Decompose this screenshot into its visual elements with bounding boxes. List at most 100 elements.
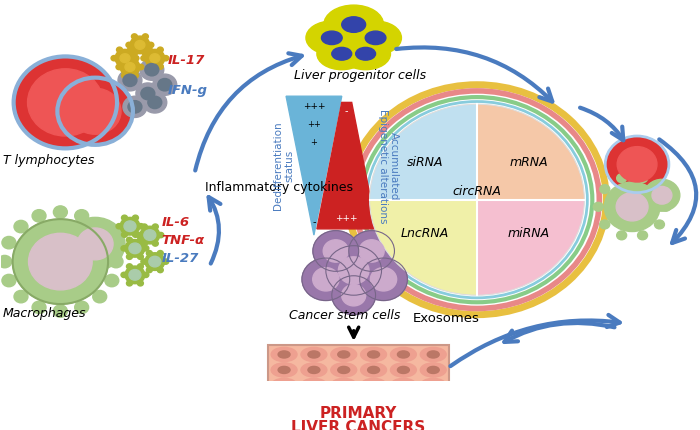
Ellipse shape (331, 363, 357, 377)
Circle shape (145, 64, 159, 76)
Circle shape (158, 47, 163, 52)
Circle shape (75, 210, 89, 222)
Circle shape (616, 193, 648, 221)
Polygon shape (286, 96, 342, 235)
Wedge shape (370, 200, 477, 295)
Circle shape (128, 101, 142, 113)
Ellipse shape (360, 363, 386, 377)
Circle shape (125, 240, 145, 257)
Circle shape (132, 56, 139, 61)
Circle shape (349, 230, 395, 271)
Circle shape (122, 73, 127, 78)
Circle shape (120, 218, 140, 235)
Circle shape (116, 47, 122, 52)
Circle shape (158, 79, 172, 91)
Circle shape (127, 237, 132, 243)
Circle shape (123, 96, 147, 117)
Circle shape (27, 69, 103, 136)
Ellipse shape (391, 378, 416, 393)
Circle shape (144, 230, 156, 240)
Circle shape (153, 241, 158, 246)
Ellipse shape (308, 382, 320, 389)
Circle shape (143, 246, 149, 251)
Circle shape (111, 55, 117, 61)
Ellipse shape (368, 382, 379, 389)
Circle shape (123, 74, 137, 86)
Circle shape (109, 255, 123, 268)
Circle shape (127, 64, 134, 69)
Ellipse shape (427, 382, 439, 389)
Ellipse shape (331, 378, 357, 393)
Circle shape (127, 47, 134, 52)
Text: Dedifferentiation
status: Dedifferentiation status (273, 122, 295, 210)
FancyBboxPatch shape (270, 399, 447, 430)
Text: -: - (345, 106, 349, 116)
Circle shape (132, 232, 139, 237)
Ellipse shape (365, 31, 386, 45)
Circle shape (105, 274, 119, 287)
Circle shape (313, 267, 339, 291)
Ellipse shape (308, 351, 320, 358)
Circle shape (153, 224, 158, 229)
Circle shape (148, 96, 162, 109)
Circle shape (32, 301, 46, 313)
Circle shape (360, 258, 407, 301)
Text: +++: +++ (302, 102, 326, 111)
Ellipse shape (341, 38, 391, 70)
Circle shape (342, 285, 365, 306)
Circle shape (158, 64, 163, 69)
Ellipse shape (427, 351, 439, 358)
Text: LncRNA: LncRNA (401, 227, 449, 240)
Circle shape (604, 182, 660, 231)
Circle shape (137, 254, 144, 259)
Text: Liver progenitor cells: Liver progenitor cells (294, 68, 426, 82)
Ellipse shape (420, 347, 446, 362)
Circle shape (125, 63, 135, 71)
Text: IL-6: IL-6 (162, 216, 190, 229)
Circle shape (163, 55, 169, 61)
Ellipse shape (368, 351, 379, 358)
Circle shape (122, 232, 127, 237)
Circle shape (120, 58, 140, 76)
Ellipse shape (306, 21, 358, 55)
Circle shape (116, 64, 122, 70)
Circle shape (132, 51, 137, 56)
Circle shape (75, 301, 89, 313)
Ellipse shape (391, 347, 416, 362)
Text: Inflammatory cytokines: Inflammatory cytokines (204, 181, 353, 194)
Text: T lymphocytes: T lymphocytes (3, 154, 94, 167)
Circle shape (142, 51, 148, 56)
Circle shape (146, 64, 153, 69)
Ellipse shape (420, 363, 446, 377)
Ellipse shape (278, 366, 290, 374)
Circle shape (2, 237, 16, 249)
Ellipse shape (278, 382, 290, 389)
Circle shape (654, 220, 664, 229)
Circle shape (146, 267, 153, 273)
Ellipse shape (324, 5, 384, 44)
Circle shape (13, 219, 108, 304)
Circle shape (617, 174, 626, 183)
Text: +++: +++ (335, 214, 358, 223)
Circle shape (125, 266, 145, 284)
Ellipse shape (338, 366, 350, 374)
Ellipse shape (398, 382, 410, 389)
Circle shape (137, 281, 144, 286)
Circle shape (77, 228, 113, 260)
Text: PRIMARY: PRIMARY (319, 406, 397, 421)
Circle shape (135, 40, 145, 49)
Circle shape (617, 231, 626, 240)
Circle shape (140, 59, 164, 80)
Circle shape (143, 92, 167, 113)
Ellipse shape (271, 347, 297, 362)
Text: IL-27: IL-27 (162, 252, 200, 264)
Circle shape (323, 240, 349, 262)
Circle shape (638, 231, 648, 240)
Circle shape (153, 74, 176, 95)
Text: mRNA: mRNA (510, 156, 548, 169)
Circle shape (53, 305, 67, 317)
Circle shape (126, 42, 132, 48)
Circle shape (594, 203, 603, 211)
Circle shape (0, 255, 12, 268)
Circle shape (158, 232, 164, 238)
